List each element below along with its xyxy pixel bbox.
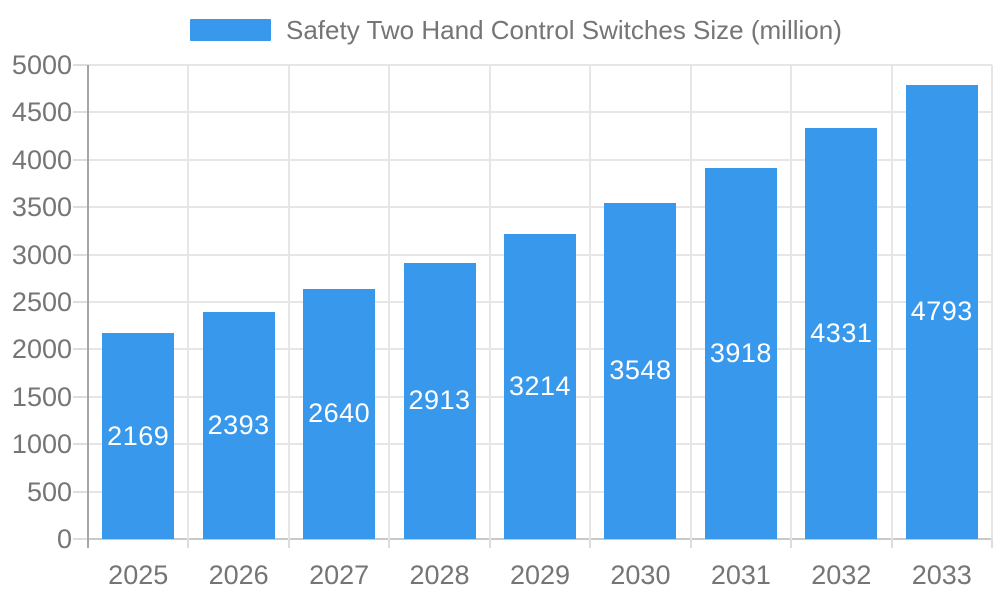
bar[interactable]: 3214 bbox=[504, 234, 576, 539]
y-axis-tick bbox=[73, 490, 88, 493]
y-axis-tick-label: 2500 bbox=[11, 287, 72, 317]
y-axis-line bbox=[87, 65, 89, 548]
x-axis-tick-label: 2033 bbox=[911, 560, 972, 590]
gridline-vertical bbox=[388, 65, 391, 539]
bar[interactable]: 4793 bbox=[905, 84, 978, 539]
legend-item[interactable]: Safety Two Hand Control Switches Size (m… bbox=[190, 12, 842, 48]
legend-label: Safety Two Hand Control Switches Size (m… bbox=[286, 15, 842, 45]
y-axis-tick bbox=[73, 348, 88, 351]
y-axis-tick-label: 4000 bbox=[11, 144, 72, 175]
y-axis-tick-label: 3000 bbox=[11, 239, 72, 270]
gridline-vertical bbox=[187, 65, 190, 539]
y-axis-tick bbox=[73, 538, 88, 540]
y-axis-tick bbox=[73, 301, 88, 303]
bar[interactable]: 2640 bbox=[303, 288, 376, 539]
bar[interactable]: 3548 bbox=[604, 202, 677, 539]
y-axis-tick bbox=[73, 64, 88, 66]
y-axis-tick bbox=[73, 443, 88, 446]
bar[interactable]: 3918 bbox=[704, 167, 777, 539]
x-axis-tick bbox=[589, 539, 592, 548]
y-axis-tick-label: 1000 bbox=[11, 429, 72, 460]
bar-value-label: 4793 bbox=[910, 296, 973, 327]
x-axis-tick bbox=[890, 539, 893, 548]
bar-value-label: 3214 bbox=[508, 371, 572, 402]
y-axis-tick-label: 1500 bbox=[11, 381, 72, 412]
bar-value-label: 3548 bbox=[609, 355, 672, 386]
x-axis-tick-label: 2028 bbox=[409, 560, 470, 590]
gridline-vertical bbox=[287, 65, 290, 539]
gridline-vertical bbox=[488, 65, 491, 539]
gridline-horizontal bbox=[88, 111, 992, 114]
y-axis-tick bbox=[73, 395, 88, 398]
bar-value-label: 2640 bbox=[308, 398, 371, 429]
x-axis-tick-label: 2026 bbox=[208, 560, 269, 590]
bar[interactable]: 4331 bbox=[805, 128, 878, 539]
x-axis-tick-label: 2032 bbox=[811, 560, 872, 590]
y-axis-tick-label: 5000 bbox=[11, 50, 72, 80]
gridline-vertical bbox=[790, 65, 793, 539]
bar-value-label: 2393 bbox=[207, 410, 270, 441]
bar[interactable]: 2169 bbox=[102, 333, 175, 539]
gridline-vertical bbox=[689, 65, 692, 539]
x-axis-line bbox=[88, 538, 992, 540]
x-axis-tick bbox=[991, 539, 993, 548]
gridline-vertical bbox=[589, 65, 592, 539]
bar-value-label: 2913 bbox=[408, 385, 471, 416]
x-axis-tick-label: 2029 bbox=[509, 560, 571, 590]
bar[interactable]: 2913 bbox=[403, 262, 476, 539]
x-axis-tick bbox=[388, 539, 391, 548]
x-axis-tick-label: 2025 bbox=[108, 560, 169, 590]
y-axis-tick bbox=[73, 111, 88, 114]
x-axis-tick-label: 2027 bbox=[309, 560, 370, 590]
y-axis-tick bbox=[73, 158, 88, 161]
y-axis-tick-label: 3500 bbox=[11, 192, 72, 223]
y-axis-tick-label: 500 bbox=[26, 476, 72, 507]
y-axis-tick-label: 4500 bbox=[11, 97, 72, 128]
gridline-horizontal bbox=[88, 158, 992, 161]
y-axis-tick bbox=[73, 253, 88, 256]
gridline-vertical bbox=[890, 65, 893, 539]
gridline-horizontal bbox=[88, 64, 992, 66]
x-axis-tick bbox=[689, 539, 692, 548]
x-axis-tick-label: 2030 bbox=[610, 560, 671, 590]
legend-swatch-icon bbox=[190, 19, 271, 41]
bar-value-label: 3918 bbox=[709, 337, 772, 368]
gridline-horizontal bbox=[88, 206, 992, 209]
bar[interactable]: 2393 bbox=[202, 312, 275, 539]
y-axis-tick bbox=[73, 206, 88, 209]
x-axis-tick bbox=[488, 539, 491, 548]
x-axis-tick bbox=[187, 539, 190, 548]
x-axis-tick-label: 2031 bbox=[710, 560, 771, 590]
y-axis-tick-label: 0 bbox=[56, 524, 72, 554]
bar-value-label: 4331 bbox=[810, 318, 873, 349]
gridline-vertical bbox=[991, 65, 993, 539]
y-axis-tick-label: 2000 bbox=[11, 334, 72, 365]
bar-value-label: 2169 bbox=[107, 420, 170, 451]
x-axis-tick bbox=[790, 539, 793, 548]
x-axis-tick bbox=[287, 539, 290, 548]
